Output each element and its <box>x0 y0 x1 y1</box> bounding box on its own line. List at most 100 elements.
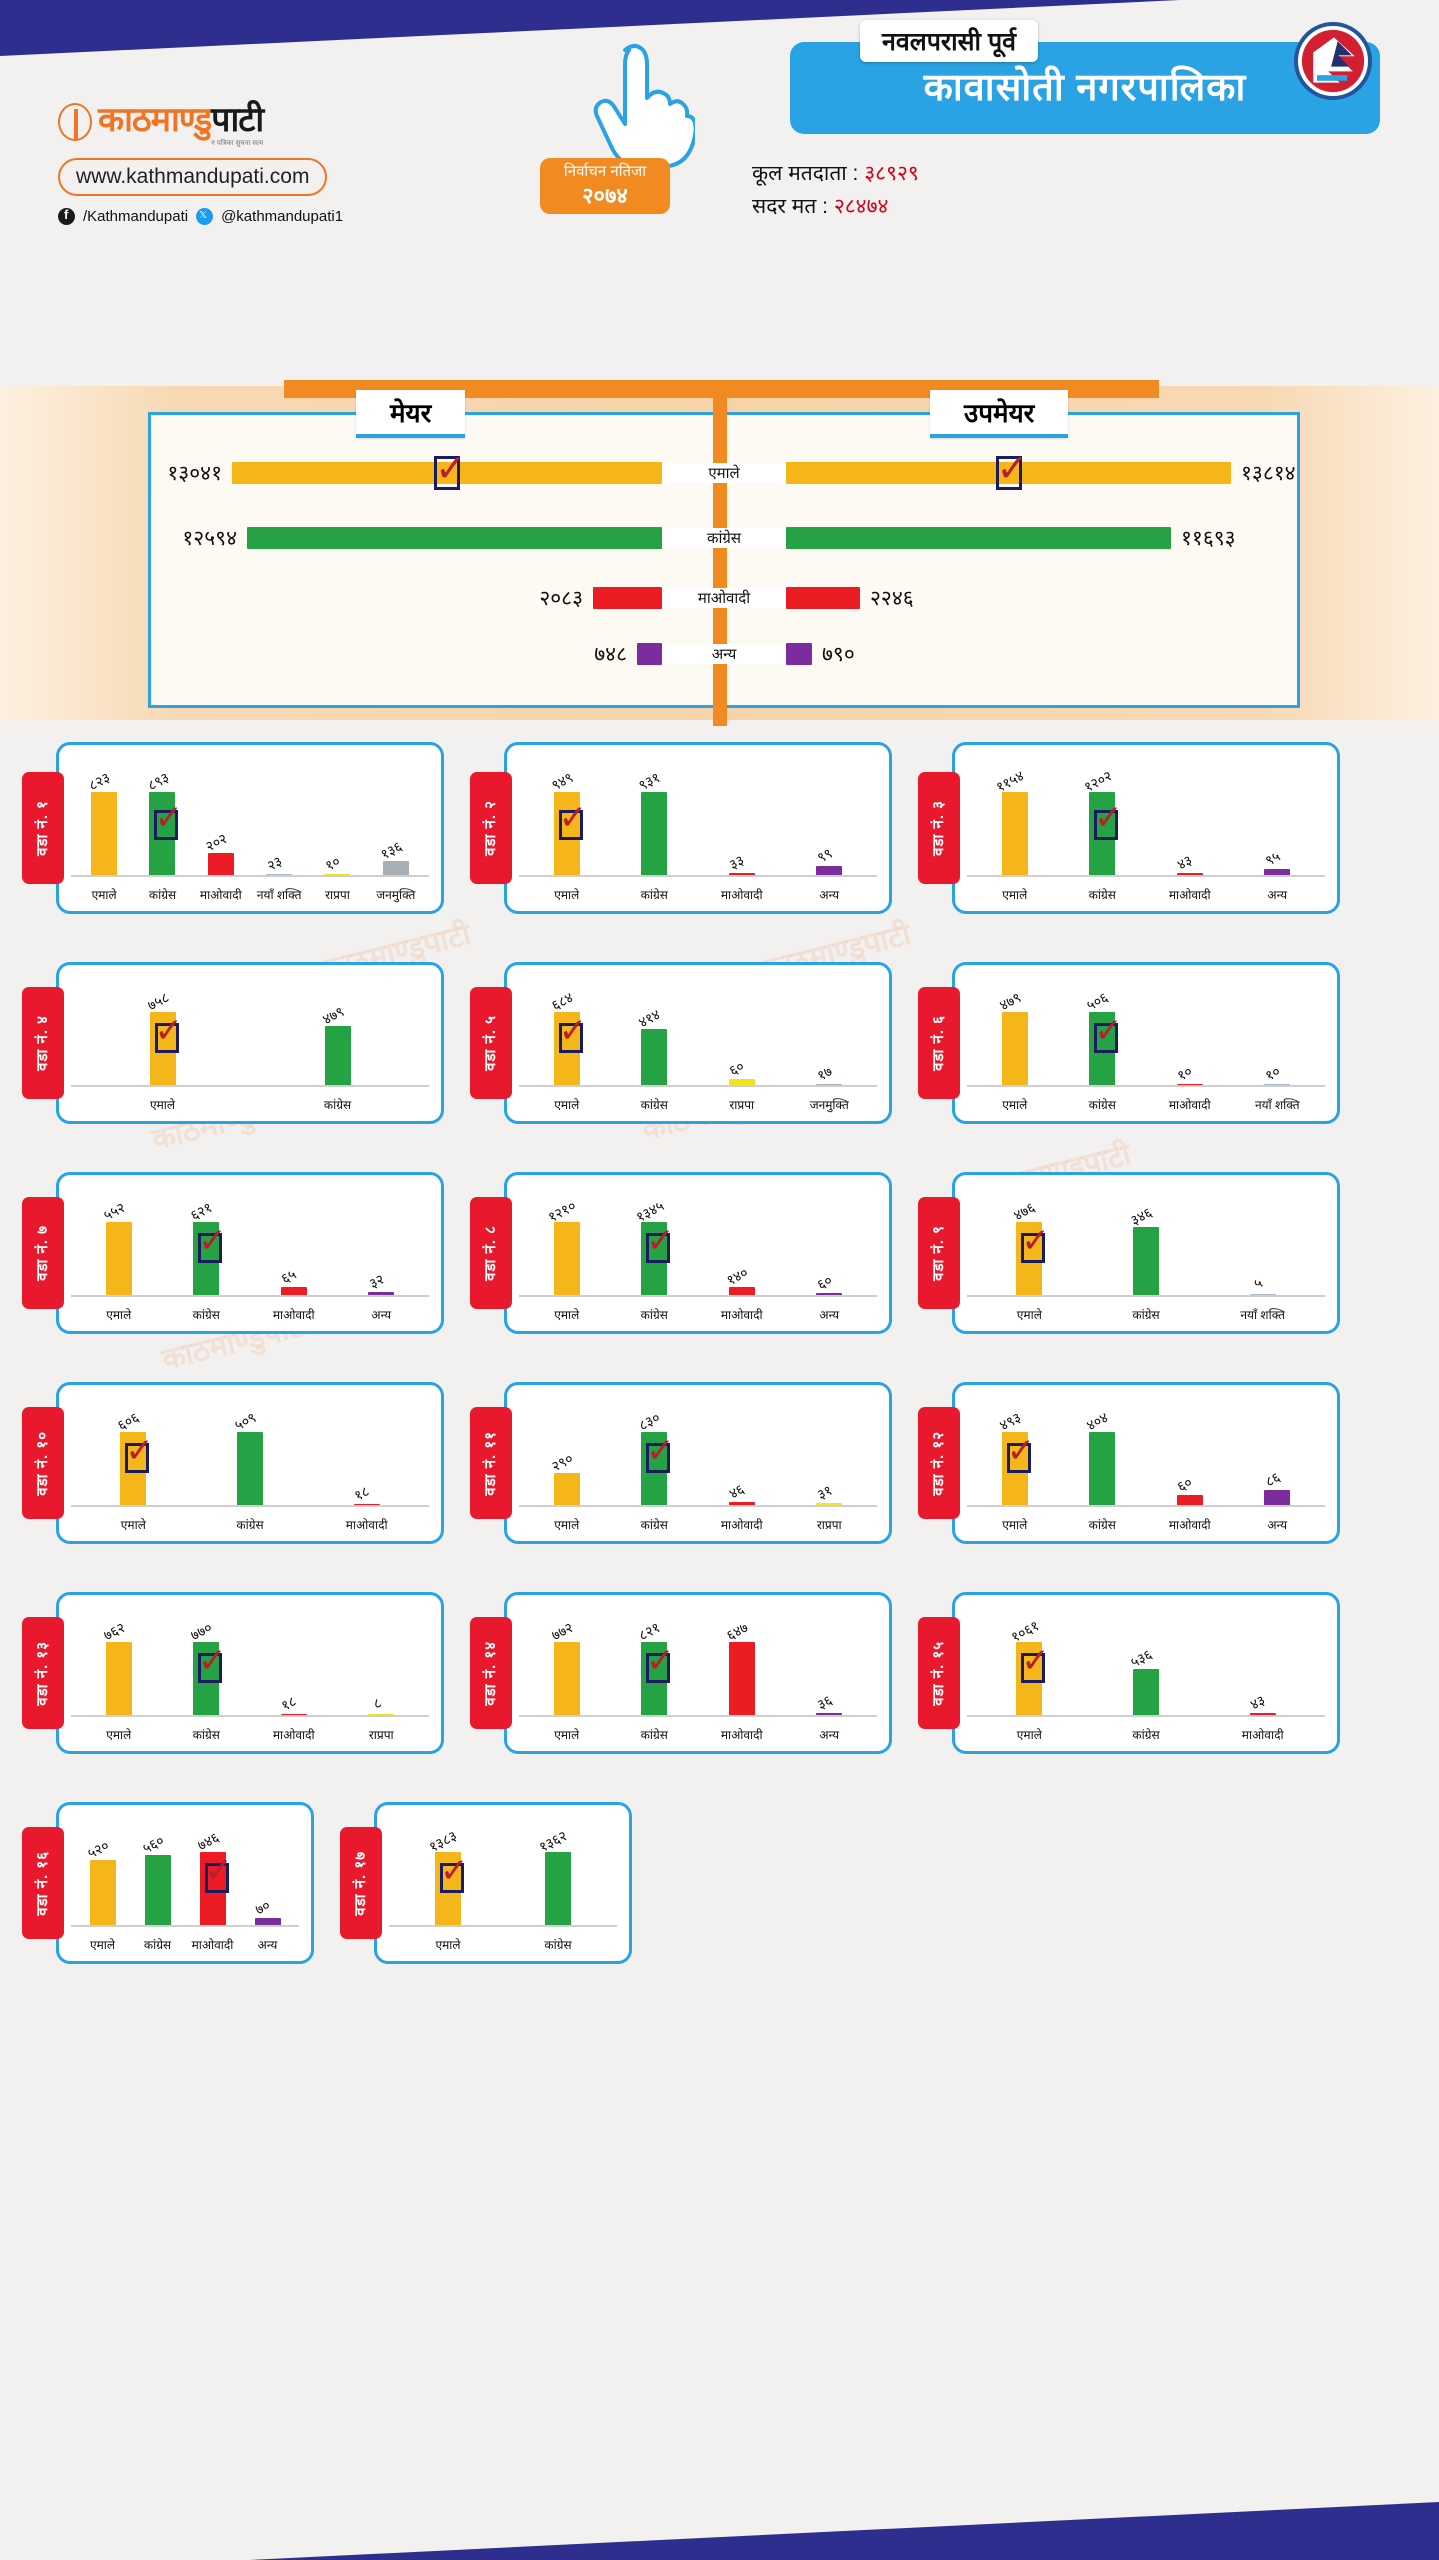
mayor-vote-bar <box>637 643 662 665</box>
chart-bar <box>105 1642 132 1717</box>
ward-chart-card[interactable]: १२१० एमाले १३४५ ✓ कांग्रेस १४० माओवादी ६० अन्य <box>504 1172 892 1334</box>
bar-value-label: १७ <box>814 1062 835 1084</box>
chart-bar: ✓ <box>1001 1432 1035 1507</box>
bar-category-label: एमाले <box>1016 1728 1042 1742</box>
facebook-handle[interactable]: /Kathmandupati <box>83 208 189 225</box>
winner-check-icon: ✓ <box>646 1434 675 1473</box>
bar-category-label: कांग्रेस <box>148 888 177 902</box>
party-name: एमाले <box>662 463 786 483</box>
chart-bar-group: १८ माओवादी <box>250 1621 338 1751</box>
ward-bar-chart: ७७२ एमाले ८२१ ✓ कांग्रेस ६४७ माओवादी ३६ अन्य <box>507 1595 889 1751</box>
ward-chart-card[interactable]: १०६१ ✓ एमाले ५३६ कांग्रेस ४३ माओवादी <box>952 1592 1340 1754</box>
bar-value-label: ३१ <box>814 1481 835 1503</box>
bar-category-label: अन्य <box>371 1308 392 1322</box>
chart-bar-group: २३ नयाँ शक्ति <box>250 771 308 911</box>
twitter-handle[interactable]: @kathmandupati1 <box>221 208 344 225</box>
party-name: अन्य <box>662 644 786 664</box>
ward-chart-card[interactable]: ८२३ एमाले ८९३ ✓ कांग्रेस २०२ माओवादी २३ नयाँ शक्… <box>56 742 444 914</box>
bar-value-label: ६० <box>814 1271 835 1293</box>
bar-category-label: माओवादी <box>720 1728 763 1742</box>
ward-chart-card[interactable]: ५५२ एमाले ६२१ ✓ कांग्रेस ६५ माओवादी ३२ अन्य <box>56 1172 444 1334</box>
chart-bar-group: ४०४ कांग्रेस <box>1059 1409 1147 1541</box>
chart-bar <box>1089 1432 1116 1507</box>
ward-chart-card[interactable]: ७७२ एमाले ८२१ ✓ कांग्रेस ६४७ माओवादी ३६ अन्य <box>504 1592 892 1754</box>
mayor-vote-value: १२५९४ <box>182 527 237 550</box>
bar-category-label: एमाले <box>120 1518 146 1532</box>
chart-bar-group: ५ नयाँ शक्ति <box>1204 1201 1321 1331</box>
bar-value-label: १० <box>1174 1062 1196 1084</box>
bar-value-label: ३३ <box>726 851 748 873</box>
chart-axis-line <box>389 1925 617 1927</box>
mayor-vote-bar: ✓ <box>232 450 662 490</box>
ward-bar-chart: १३८३ ✓ एमाले १३६२ कांग्रेस <box>377 1805 629 1961</box>
chart-axis-line <box>519 1295 877 1297</box>
deputy-mayor-title: उपमेयर <box>930 390 1069 438</box>
bar-category-label: राप्रपा <box>816 1518 842 1532</box>
ward-number-text: वडा नं. ९ <box>930 1225 947 1281</box>
page-header: काठमाण्डुपाटी न पत्रिका सुचना सत्य www.k… <box>0 0 1439 228</box>
bar-category-label: कांग्रेस <box>1132 1308 1160 1322</box>
deputy-vote-value: ७९० <box>822 643 855 666</box>
ward-bar-chart: ७६२ एमाले ७७० ✓ कांग्रेस १८ माओवादी ८ राप्रपा <box>59 1595 441 1751</box>
chart-bar <box>641 792 668 877</box>
ward-chart-card[interactable]: ११५४ एमाले १२०२ ✓ कांग्रेस ४३ माओवादी ९५ अन्य <box>952 742 1340 914</box>
bar-category-label: कांग्रेस <box>143 1938 172 1952</box>
bottom-corner-decoration <box>250 2502 1439 2560</box>
deputy-side: ✓ १३८१४ <box>786 450 1300 490</box>
bar-category-label: माओवादी <box>199 888 242 902</box>
ward-chart-card[interactable]: ९४९ ✓ एमाले ९३१ कांग्रेस ३३ माओवादी ९९ अन्य <box>504 742 892 914</box>
bar-category-label: कांग्रेस <box>640 1518 668 1532</box>
chart-bar-group: १८ माओवादी <box>308 1411 425 1541</box>
ward-chart-card[interactable]: ४७६ ✓ एमाले ३४६ कांग्रेस ५ नयाँ शक्ति <box>952 1172 1340 1334</box>
chart-bar-group: ६० माओवादी <box>1146 1411 1234 1541</box>
ward-chart-card[interactable]: ६०६ ✓ एमाले ५०९ कांग्रेस १८ माओवादी <box>56 1382 444 1544</box>
bar-category-label: नयाँ शक्ति <box>1254 1098 1300 1112</box>
bar-value-label: ८ <box>369 1694 384 1712</box>
ward-bar-chart: ६०६ ✓ एमाले ५०९ कांग्रेस १८ माओवादी <box>59 1385 441 1541</box>
chart-bar-group: ३४६ कांग्रेस <box>1088 1201 1205 1331</box>
ward-number-text: वडा नं. २ <box>482 800 499 856</box>
brand-name-primary: काठमाण्डु <box>98 101 212 139</box>
chart-bar-group: ५५२ एमाले <box>75 1199 163 1331</box>
bar-category-label: एमाले <box>554 1098 580 1112</box>
chart-bar <box>207 853 234 877</box>
facebook-icon[interactable] <box>58 207 75 225</box>
bar-value-label: ६० <box>1174 1473 1196 1495</box>
social-links: /Kathmandupati @kathmandupati1 <box>58 207 478 225</box>
chart-bar-group: ६० राप्रपा <box>698 991 786 1121</box>
chart-bar-group: ९४९ ✓ एमाले <box>523 769 611 911</box>
ward-chart-card[interactable]: ६८४ ✓ एमाले ४१४ कांग्रेस ६० राप्रपा १७ जनमुक्ति <box>504 962 892 1124</box>
party-name: माओवादी <box>662 588 786 608</box>
ward-number-label: वडा नं. १७ <box>340 1827 382 1939</box>
bar-category-label: एमाले <box>1002 1518 1028 1532</box>
ward-chart-card[interactable]: ५२० एमाले ५६० कांग्रेस ७४६ ✓ माओवादी ७० अन्य <box>56 1802 314 1964</box>
bar-category-label: अन्य <box>819 888 840 902</box>
ward-chart-card[interactable]: ७६२ एमाले ७७० ✓ कांग्रेस १८ माओवादी ८ राप्रपा <box>56 1592 444 1754</box>
chart-bar-group: १० राप्रपा <box>308 771 366 911</box>
chart-bar-group: ६२१ ✓ कांग्रेस <box>163 1199 251 1331</box>
mayor-side: ७४८ <box>148 640 662 668</box>
website-url[interactable]: www.kathmandupati.com <box>58 158 328 196</box>
ward-number-label: वडा नं. ८ <box>470 1197 512 1309</box>
chart-bar: ✓ <box>641 1432 675 1507</box>
executive-row: २०८३ माओवादी २२४६ <box>148 580 1300 616</box>
ward-number-text: वडा नं. १५ <box>930 1640 947 1706</box>
chart-bar: ✓ <box>1016 1642 1050 1717</box>
twitter-icon[interactable] <box>196 208 214 225</box>
chart-bar <box>1001 792 1028 877</box>
ward-chart-card[interactable]: २९० एमाले ८३० ✓ कांग्रेस ४६ माओवादी ३१ राप्रपा <box>504 1382 892 1544</box>
ward-chart-card[interactable]: ७५८ ✓ एमाले ४७९ कांग्रेस <box>56 962 444 1124</box>
bar-category-label: जनमुक्ति <box>376 888 416 902</box>
chart-bar <box>237 1432 263 1507</box>
ward-chart-card[interactable]: ४९३ ✓ एमाले ४०४ कांग्रेस ६० माओवादी ८६ अन्य <box>952 1382 1340 1544</box>
ward-chart-card[interactable]: १३८३ ✓ एमाले १३६२ कांग्रेस <box>374 1802 632 1964</box>
bar-category-label: एमाले <box>106 1728 132 1742</box>
voting-finger-icon <box>575 38 698 168</box>
chart-bar-group: ६४७ माओवादी <box>698 1619 786 1751</box>
ward-number-label: वडा नं. ७ <box>22 1197 64 1309</box>
chart-bar-group: ४९३ ✓ एमाले <box>971 1409 1059 1541</box>
election-year: २०७४ <box>582 182 628 208</box>
bar-category-label: अन्य <box>1267 888 1288 902</box>
ward-chart-card[interactable]: ४७९ एमाले ५०६ ✓ कांग्रेस १० माओवादी १० नयाँ शक्त… <box>952 962 1340 1124</box>
bar-category-label: माओवादी <box>345 1518 388 1532</box>
